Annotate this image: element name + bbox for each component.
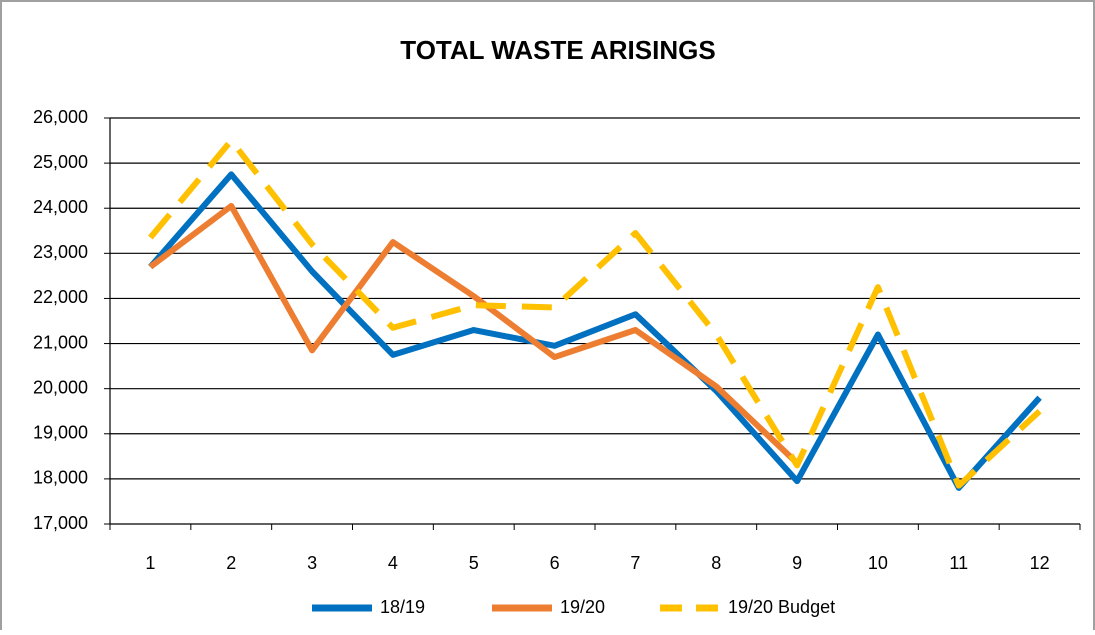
x-tick-label: 1 (145, 553, 155, 573)
y-tick-label: 19,000 (33, 423, 88, 443)
x-tick-label: 9 (792, 553, 802, 573)
y-tick-label: 23,000 (33, 242, 88, 262)
x-tick-label: 8 (711, 553, 721, 573)
x-tick-label: 7 (630, 553, 640, 573)
x-tick-label: 5 (469, 553, 479, 573)
chart-title: TOTAL WASTE ARISINGS (400, 35, 715, 65)
x-tick-label: 12 (1030, 553, 1050, 573)
legend-label: 19/20 (560, 597, 605, 617)
x-tick-label: 3 (307, 553, 317, 573)
legend-label: 18/19 (380, 597, 425, 617)
x-tick-label: 2 (226, 553, 236, 573)
y-tick-label: 24,000 (33, 197, 88, 217)
x-tick-label: 6 (550, 553, 560, 573)
y-tick-label: 22,000 (33, 287, 88, 307)
y-tick-label: 21,000 (33, 332, 88, 352)
line-series (148, 202, 800, 466)
y-tick-label: 17,000 (33, 513, 88, 533)
line-series (148, 137, 1042, 489)
x-tick-label: 11 (949, 553, 968, 573)
legend-label: 19/20 Budget (728, 597, 835, 617)
x-tick-label: 4 (388, 553, 398, 573)
y-tick-label: 18,000 (33, 468, 88, 488)
y-tick-label: 25,000 (33, 152, 88, 172)
x-tick-label: 10 (868, 553, 888, 573)
y-tick-label: 26,000 (33, 107, 88, 127)
y-tick-label: 20,000 (33, 377, 88, 397)
line-series (148, 171, 1042, 491)
